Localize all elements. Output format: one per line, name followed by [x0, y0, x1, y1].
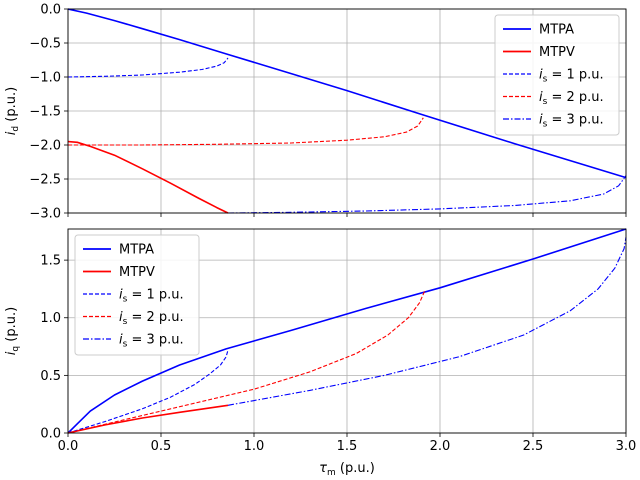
x-tick-label: 0.5 — [151, 439, 172, 454]
legend-label: MTPV — [539, 45, 575, 60]
series-line-mtpa — [68, 8, 627, 179]
y-tick-label: −2.0 — [29, 139, 61, 154]
legend-label: is = 3 p.u. — [119, 333, 184, 350]
y-tick-label: −1.5 — [29, 105, 61, 120]
x-tick-label: 2.5 — [523, 439, 544, 454]
legend: MTPA MTPV is = 1 p.u. is = 2 p.u. is = 3 p.u… — [74, 234, 200, 356]
y-tick-label: 0.0 — [40, 427, 61, 442]
y-tick-label: −3.0 — [29, 207, 61, 222]
legend-label: is = 2 p.u. — [119, 310, 184, 327]
series-group — [68, 8, 627, 214]
series-group — [68, 228, 627, 434]
axis-label: id (p.u.) — [4, 87, 21, 135]
x-tick-label: 2.0 — [430, 439, 451, 454]
series-line-is-3-p-u- — [227, 237, 627, 406]
legend-box — [494, 14, 620, 136]
y-tick-label: 1.5 — [40, 254, 61, 269]
series-line-mtpv — [68, 140, 229, 214]
y-tick-label: 0.5 — [40, 369, 61, 384]
series-line-is-1-p-u- — [68, 57, 229, 78]
legend-label: is = 3 p.u. — [539, 113, 604, 130]
y-tick-label: −0.5 — [29, 37, 61, 52]
series-line-is-2-p-u- — [68, 289, 426, 434]
y-tick-label: −1.0 — [29, 71, 61, 86]
legend: MTPA MTPV is = 1 p.u. is = 2 p.u. is = 3 p.u… — [494, 14, 620, 136]
series-line-is-3-p-u- — [227, 175, 627, 214]
series-line-is-1-p-u- — [68, 349, 229, 434]
x-tick-label: 0.0 — [58, 439, 79, 454]
id-plot-axes: 0.0 −0.5 −1.0 −1.5 −2.0 −2.5 −3.0 id (p.u.) MTPA… — [4, 3, 627, 222]
legend-label: MTPA — [119, 243, 154, 258]
x-tick-label: 3.0 — [616, 439, 637, 454]
legend-label: MTPA — [539, 23, 574, 38]
legend-label: is = 1 p.u. — [539, 68, 604, 85]
series-line-is-2-p-u- — [68, 117, 424, 146]
axis-label: iq (p.u.) — [4, 307, 21, 355]
series-line-mtpa — [68, 228, 627, 434]
legend-label: is = 1 p.u. — [119, 288, 184, 305]
legend-label: is = 2 p.u. — [539, 90, 604, 107]
iq-plot-axes: 0.0 0.5 1.0 1.5 2.0 2.5 3.0 0.0 0.5 1.0 1.5 iq (p.u… — [4, 228, 637, 478]
legend-box — [74, 234, 200, 356]
x-tick-label: 1.0 — [244, 439, 265, 454]
y-tick-label: 1.0 — [40, 311, 61, 326]
legend-label: MTPV — [119, 265, 155, 280]
y-tick-label: 0.0 — [40, 3, 61, 18]
axis-label: τm (p.u.) — [319, 461, 375, 478]
x-tick-label: 1.5 — [337, 439, 358, 454]
y-tick-label: −2.5 — [29, 173, 61, 188]
